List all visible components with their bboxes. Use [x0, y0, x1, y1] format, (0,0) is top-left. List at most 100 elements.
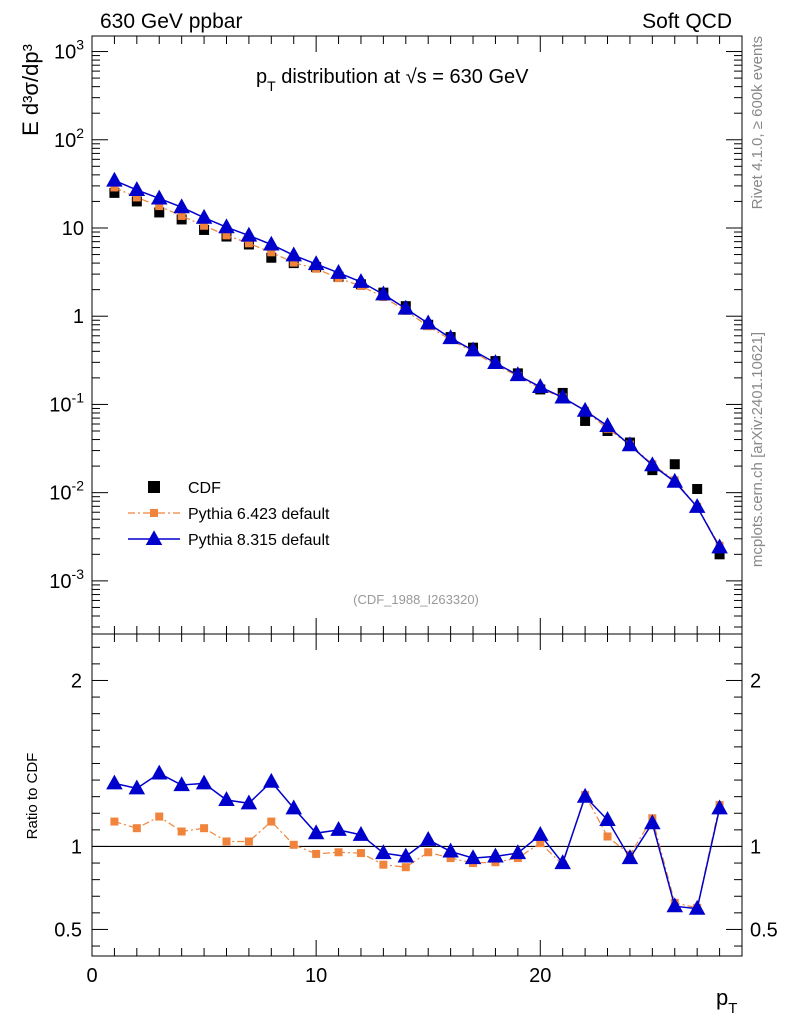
mc-point [599, 417, 616, 433]
mc-point [195, 208, 213, 224]
ratio-series-line [114, 793, 721, 909]
data-point [266, 252, 277, 263]
ratio-point [424, 848, 433, 857]
x-label-text: pT [716, 985, 737, 1017]
ratio-point [442, 842, 459, 858]
ratio-point [307, 824, 325, 840]
ratio-y-tick-label-right: 2 [750, 670, 761, 692]
data-point [669, 459, 680, 470]
mc-point [442, 329, 459, 345]
mc-point [352, 273, 370, 288]
ratio-point [177, 827, 186, 836]
mc-point [289, 258, 298, 267]
main-y-label-text: E d³σ/dp³ [18, 44, 43, 136]
ratio-point [711, 799, 728, 815]
mc-point [397, 299, 415, 315]
mc-point [263, 235, 280, 251]
main-y-tick-label: 102 [54, 125, 84, 152]
ratio-point [128, 779, 146, 795]
data-point [199, 224, 210, 235]
legend: CDF Pythia 6.423 default Pythia 8.315 defa… [128, 480, 330, 549]
ratio-y-tick-label-left: 1 [71, 836, 82, 858]
main-y-tick-label: 10-3 [49, 566, 84, 593]
mc-point [177, 211, 186, 220]
ratio-point [554, 854, 571, 870]
ratio-point [532, 826, 549, 841]
mc-point [150, 189, 168, 205]
ratio-point [509, 844, 527, 860]
ratio-x-tick-label: 10 [305, 965, 327, 987]
mc-point [532, 378, 549, 393]
legend-marker [148, 481, 160, 493]
ratio-point [155, 812, 164, 821]
mc-point [285, 246, 302, 262]
main-y-tick-label: 10 [62, 218, 84, 240]
mc-point [330, 264, 347, 279]
mc-point [509, 366, 527, 382]
legend-marker [150, 509, 158, 517]
data-point [109, 187, 120, 198]
mc-point [200, 221, 209, 230]
ratio-point [576, 787, 594, 803]
ratio-x-axis: 0 10 20 [86, 634, 743, 987]
ratio-point [375, 844, 392, 860]
ratio-point [379, 860, 388, 869]
mc-point [419, 314, 437, 330]
ratio-panel-frame [91, 633, 743, 957]
mc-point [487, 354, 504, 370]
mc-point [711, 538, 728, 554]
ratio-point [200, 824, 209, 833]
data-point [714, 549, 725, 560]
ratio-point [356, 849, 365, 858]
mc-point [307, 255, 325, 271]
mc-point [128, 181, 146, 196]
mc-point [644, 456, 661, 472]
ratio-point [603, 832, 612, 841]
mc-point [666, 472, 684, 488]
main-y-axis: 10-3 10-2 10-1 1 10 102 103 [49, 37, 742, 628]
mc-point [240, 226, 258, 242]
mc-point [267, 248, 276, 257]
main-series-line [114, 179, 721, 548]
ratio-point [106, 774, 123, 790]
mc-point [132, 193, 141, 202]
ratio-x-tick-label: 0 [86, 965, 97, 987]
ratio-point [536, 839, 545, 848]
mc-point [375, 285, 392, 301]
ratio-point [621, 849, 639, 865]
data-point [692, 484, 703, 495]
ratio-point [267, 817, 276, 826]
ratio-y-tick-label-right: 0.5 [750, 919, 778, 941]
legend-marker [145, 530, 163, 546]
ratio-x-tick-label: 20 [529, 965, 551, 987]
ratio-point [688, 899, 706, 915]
ratio-point [173, 776, 190, 792]
ratio-point [240, 794, 258, 810]
mc-point [688, 498, 706, 513]
main-title-text: pT distribution at √s = 630 GeV [256, 66, 529, 94]
main-y-tick-label: 10-2 [49, 478, 84, 505]
legend-label: Pythia 6.423 default [188, 506, 330, 523]
ratio-point [244, 837, 253, 846]
ratio-point [263, 772, 280, 788]
main-series-line [114, 186, 721, 547]
mc-point [244, 239, 253, 248]
mc-point [576, 401, 594, 417]
mc-point [464, 341, 482, 357]
ratio-point [334, 848, 343, 857]
main-series-pythia-8-315-default [106, 171, 728, 554]
ratio-series-pythia-8-315-default [106, 764, 728, 915]
ratio-y-tick-label-left: 0.5 [54, 919, 82, 941]
ratio-point [132, 824, 141, 833]
ratio-point [644, 814, 661, 830]
ratio-point [419, 831, 437, 846]
mcplots-side-label: mcplots.cern.ch [arXiv:2401.10621] [749, 332, 766, 567]
ratio-point [150, 764, 168, 780]
header-right-label: Soft QCD [642, 10, 732, 33]
ratio-point [666, 897, 684, 913]
mc-point [621, 436, 639, 452]
ratio-point [352, 826, 370, 841]
data-point [154, 207, 165, 218]
ratio-point [464, 849, 482, 865]
